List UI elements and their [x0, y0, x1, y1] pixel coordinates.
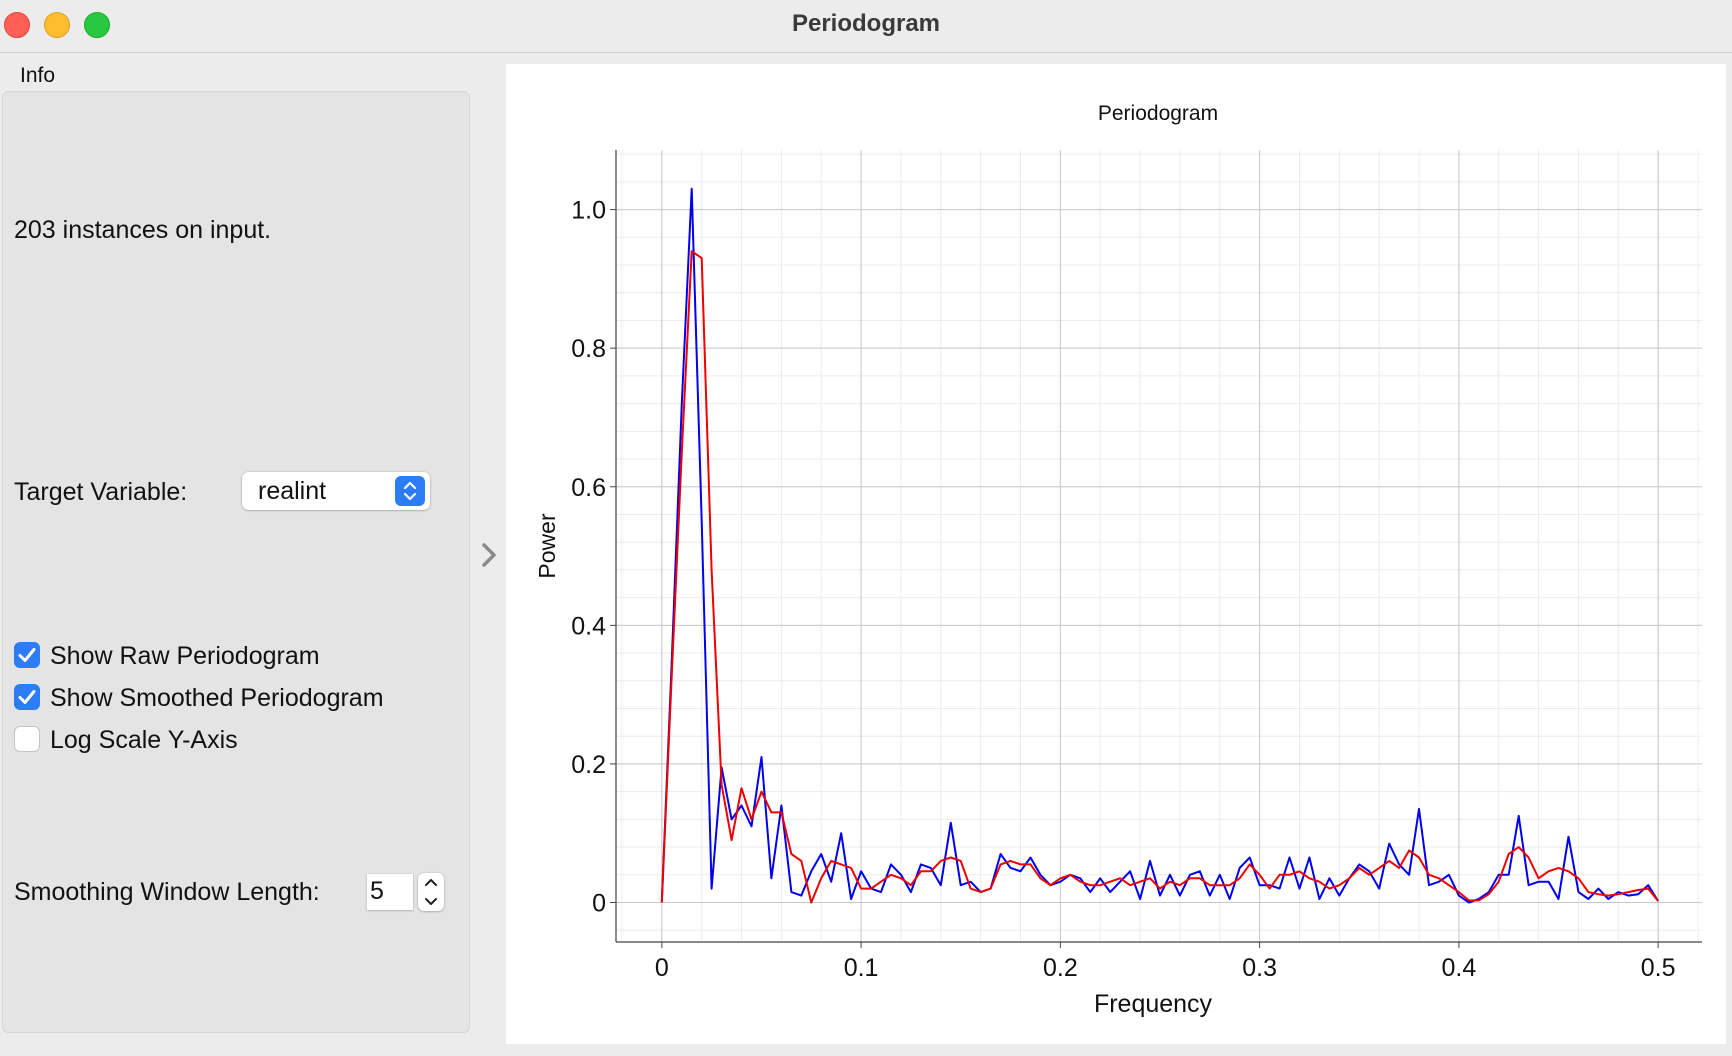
y-tick-label: 0 [592, 890, 606, 918]
window-title: Periodogram [791, 10, 941, 37]
smoothing-window-stepper[interactable] [418, 873, 444, 911]
plot-area[interactable]: 0 0.1 0.2 0.3 0.4 0.5 0 0.2 0.4 0.6 0.8 1.0 Periodo… [506, 64, 1726, 1044]
y-tick-label: 0.2 [571, 751, 606, 779]
smoothed-periodogram-line [660, 250, 1659, 904]
log-scale-y-axis-label[interactable]: Log Scale Y-Axis [50, 726, 238, 754]
stepper-up-button[interactable] [418, 873, 444, 892]
x-tick-label: 0.2 [1043, 954, 1078, 982]
minimize-window-button[interactable] [44, 12, 70, 38]
log-scale-y-axis-checkbox[interactable] [14, 726, 40, 752]
up-down-chevron-icon [395, 476, 425, 506]
chevron-up-icon [425, 879, 437, 886]
x-tick-label: 0.1 [844, 954, 879, 982]
close-window-button[interactable] [4, 12, 30, 38]
x-tick-label: 0.5 [1641, 954, 1676, 982]
x-tick-label: 0 [655, 954, 669, 982]
zoom-window-button[interactable] [84, 12, 110, 38]
smoothing-window-label: Smoothing Window Length: [14, 878, 320, 906]
target-variable-value: realint [258, 477, 327, 505]
y-tick-label: 1.0 [571, 197, 606, 225]
show-smoothed-periodogram-label[interactable]: Show Smoothed Periodogram [50, 684, 384, 712]
y-tick-label: 0.8 [571, 335, 606, 363]
title-bar: Periodogram [0, 0, 1732, 53]
chevron-right-icon [482, 543, 496, 567]
y-tick-label: 0.6 [571, 474, 606, 502]
target-variable-select[interactable]: realint [242, 472, 430, 510]
chevron-down-icon [425, 898, 437, 905]
y-tick-label: 0.4 [571, 612, 606, 640]
checkmark-icon [18, 648, 36, 662]
target-variable-label: Target Variable: [14, 478, 188, 506]
smoothing-window-value: 5 [370, 877, 384, 905]
show-raw-periodogram-label[interactable]: Show Raw Periodogram [50, 642, 320, 670]
show-smoothed-periodogram-checkbox[interactable] [14, 684, 40, 710]
smoothing-window-input[interactable]: 5 [367, 874, 413, 910]
collapse-panel-button[interactable] [474, 540, 504, 570]
stepper-down-button[interactable] [418, 892, 444, 911]
chart-title: Periodogram [1098, 102, 1218, 125]
x-tick-label: 0.3 [1242, 954, 1277, 982]
y-axis-label: Power [534, 513, 560, 579]
raw-periodogram-line [660, 187, 1660, 904]
x-axis-label: Frequency [1094, 990, 1213, 1018]
x-tick-label: 0.4 [1442, 954, 1477, 982]
show-raw-periodogram-checkbox[interactable] [14, 642, 40, 668]
checkmark-icon [18, 690, 36, 704]
periodogram-chart: 0 0.1 0.2 0.3 0.4 0.5 0 0.2 0.4 0.6 0.8 1.0 Periodo… [534, 102, 1702, 1018]
info-text: 203 instances on input. [14, 216, 272, 244]
info-box-label: Info [20, 64, 56, 87]
